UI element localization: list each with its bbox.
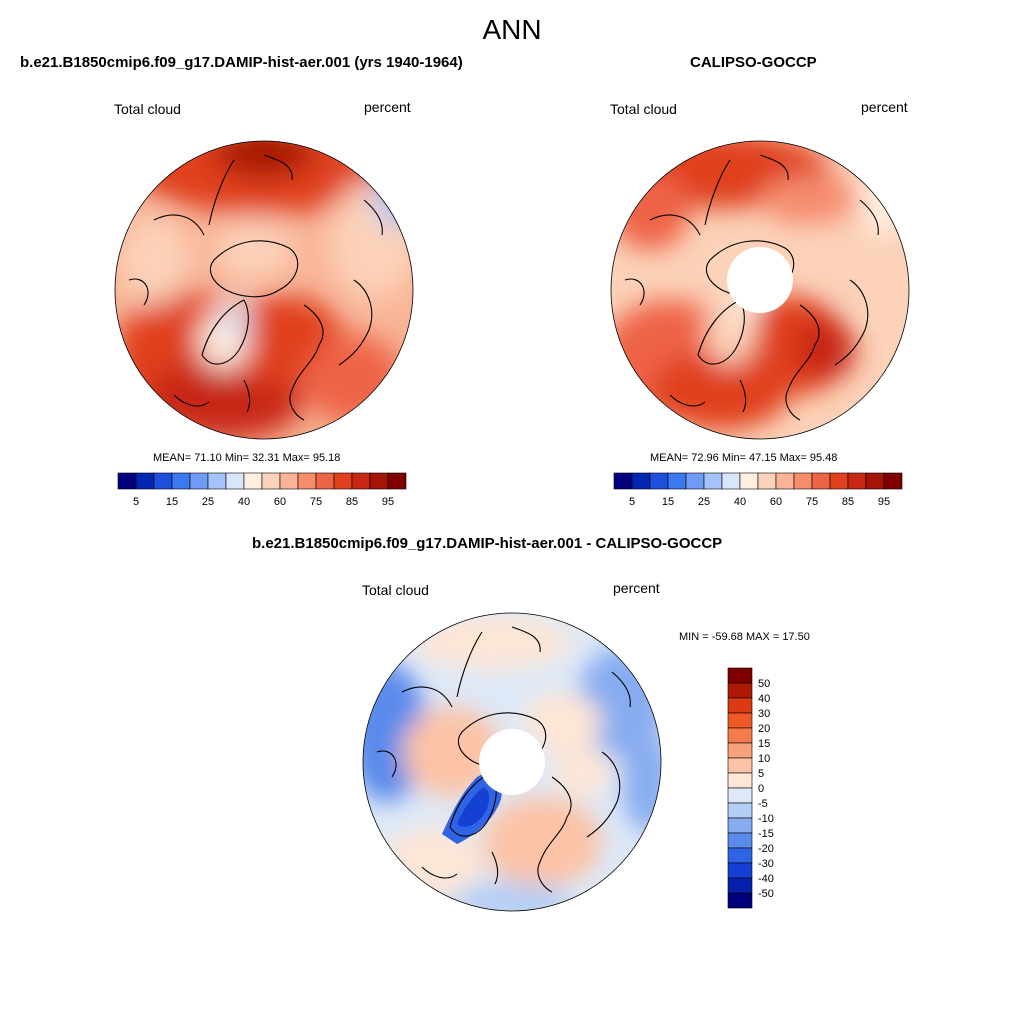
colorbar-swatch [757,472,777,490]
colorbar-swatch [727,802,753,819]
colorbar-tick-label: 60 [770,496,782,508]
diff-units-label: percent [613,580,660,596]
colorbar-swatch [243,472,263,490]
figure-title: ANN [482,14,542,45]
colorbar-swatch [333,472,353,490]
colorbar-swatch [117,472,137,490]
colorbar-tick-label: -50 [758,888,774,900]
colorbar-tick-label: 30 [758,708,770,720]
colorbar-tick-label: 15 [166,496,178,508]
colorbar-swatch [811,472,831,490]
colorbar-tick-label: 85 [346,496,358,508]
colorbar-tick-label: 95 [878,496,890,508]
colorbar-tick-label: 5 [629,496,635,508]
diff-panel-title: b.e21.B1850cmip6.f09_g17.DAMIP-hist-aer.… [252,535,723,552]
colorbar-swatch [727,787,753,804]
colorbar-tick-label: 75 [310,496,322,508]
colorbar-swatch [315,472,335,490]
colorbar-tick-label: 95 [382,496,394,508]
colorbar-tick-label: -20 [758,843,774,855]
colorbar-tick-label: -40 [758,873,774,885]
colorbar-tick-label: 0 [758,783,764,795]
colorbar-swatch [685,472,705,490]
colorbar-tick-label: 5 [133,496,139,508]
colorbar-swatch [279,472,299,490]
colorbar-swatch [721,472,741,490]
colorbar-swatch [387,472,407,490]
colorbar-tick-label: 60 [274,496,286,508]
colorbar-swatch [727,742,753,759]
colorbar-tick-label: -30 [758,858,774,870]
colorbar-swatch [739,472,759,490]
colorbar-swatch [829,472,849,490]
test-polar-map [114,140,414,440]
colorbar-tick-label: 25 [202,496,214,508]
colorbar-swatch [351,472,371,490]
colorbar-swatch [847,472,867,490]
colorbar-swatch [207,472,227,490]
colorbar-swatch [649,472,669,490]
colorbar-tick-label: 15 [758,738,770,750]
colorbar-tick-label: 20 [758,723,770,735]
colorbar-swatch [793,472,813,490]
colorbar-swatch [297,472,317,490]
ref-polar-map [610,140,910,440]
colorbar-tick-label: 25 [698,496,710,508]
ref-panel-title: CALIPSO-GOCCP [690,54,817,71]
colorbar-tick-label: -15 [758,828,774,840]
ref-variable-label: Total cloud [610,101,677,117]
colorbar-swatch [727,877,753,894]
colorbar-tick-label: 5 [758,768,764,780]
colorbar-tick-label: 10 [758,753,770,765]
test-stats: MEAN= 71.10 Min= 32.31 Max= 95.18 [153,452,341,464]
colorbar-swatch [727,862,753,879]
colorbar-swatch [189,472,209,490]
test-panel-title: b.e21.B1850cmip6.f09_g17.DAMIP-hist-aer.… [20,54,463,71]
colorbar-swatch [883,472,903,490]
colorbar-tick-label: 15 [662,496,674,508]
colorbar-swatch [727,847,753,864]
colorbar-swatch [631,472,651,490]
colorbar-swatch [775,472,795,490]
colorbar-swatch [135,472,155,490]
test-colorbar: 5 15 25 40 60 75 85 95 [117,472,407,508]
colorbar-swatch [153,472,173,490]
colorbar-tick-label: 40 [758,693,770,705]
ref-colorbar: 5 15 25 40 60 75 85 95 [613,472,903,508]
colorbar-swatch [261,472,281,490]
colorbar-tick-label: 50 [758,678,770,690]
colorbar-swatch [727,667,753,684]
diff-polar-map [362,612,662,912]
colorbar-swatch [171,472,191,490]
colorbar-tick-label: -10 [758,813,774,825]
colorbar-tick-label: 85 [842,496,854,508]
colorbar-swatch [369,472,389,490]
colorbar-swatch [703,472,723,490]
colorbar-swatch [727,727,753,744]
colorbar-swatch [727,757,753,774]
colorbar-tick-label: -5 [758,798,768,810]
colorbar-swatch [727,697,753,714]
colorbar-tick-label: 40 [238,496,250,508]
colorbar-swatch [727,712,753,729]
colorbar-swatch [727,817,753,834]
diff-minmax: MIN = -59.68 MAX = 17.50 [679,631,810,643]
colorbar-tick-label: 75 [806,496,818,508]
diff-variable-label: Total cloud [362,582,429,598]
colorbar-swatch [727,682,753,699]
colorbar-swatch [667,472,687,490]
colorbar-swatch [727,892,753,909]
colorbar-swatch [225,472,245,490]
colorbar-swatch [727,772,753,789]
test-variable-label: Total cloud [114,101,181,117]
colorbar-swatch [865,472,885,490]
colorbar-swatch [727,832,753,849]
test-units-label: percent [364,99,411,115]
colorbar-tick-label: 40 [734,496,746,508]
colorbar-swatch [613,472,633,490]
ref-stats: MEAN= 72.96 Min= 47.15 Max= 95.48 [650,452,838,464]
ref-units-label: percent [861,99,908,115]
